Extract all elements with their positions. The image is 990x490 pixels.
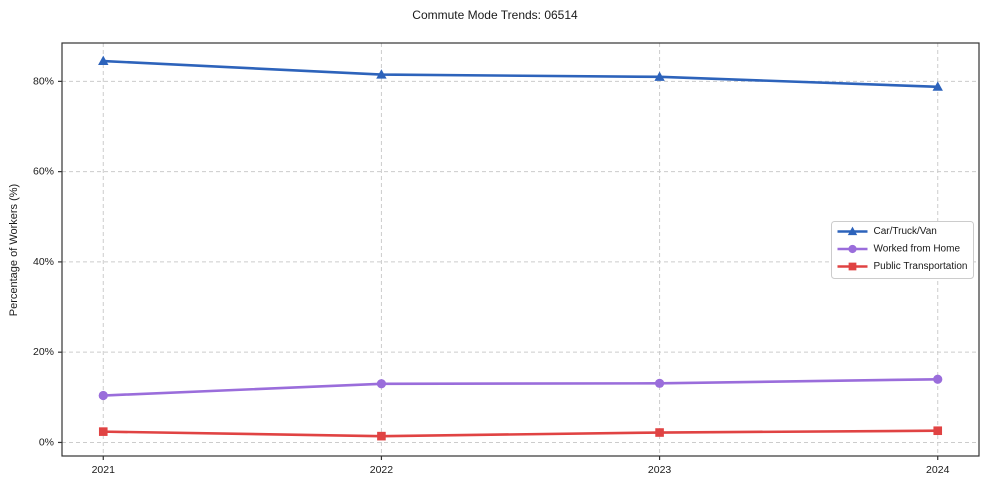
y-tick-label: 40% [33, 256, 54, 268]
x-tick-label: 2021 [92, 464, 116, 476]
legend-marker-worked-from-home [848, 244, 857, 254]
y-tick-label: 80% [33, 75, 54, 87]
x-tick-label: 2022 [370, 464, 394, 476]
marker-public-transportation [98, 427, 108, 436]
chart-title: Commute Mode Trends: 06514 [412, 8, 578, 22]
plot-frame [61, 42, 980, 457]
legend-label-public-transportation: Public Transportation [874, 261, 968, 272]
legend-box [831, 221, 974, 279]
legend-marker-car-truck-van [847, 226, 858, 236]
marker-worked-from-home [98, 390, 108, 401]
marker-public-transportation [377, 431, 386, 441]
x-tick-label: 2023 [648, 464, 672, 476]
legend-marker-public-transportation [848, 262, 857, 271]
legend-label-car-truck-van: Car/Truck/Van [874, 226, 937, 237]
marker-car-truck-van [932, 81, 943, 91]
series-line-worked-from-home [101, 377, 940, 397]
marker-car-truck-van [376, 69, 387, 79]
marker-car-truck-van [98, 55, 109, 66]
x-tick-label: 2024 [926, 464, 950, 476]
marker-worked-from-home [376, 379, 387, 389]
series-line-car-truck-van [101, 59, 940, 89]
y-tick-label: 60% [33, 166, 54, 178]
marker-public-transportation [933, 426, 943, 436]
marker-public-transportation [655, 428, 664, 437]
marker-worked-from-home [933, 374, 943, 384]
legend-label-worked-from-home: Worked from Home [874, 244, 961, 255]
marker-car-truck-van [654, 71, 665, 81]
series-line-public-transportation [101, 429, 940, 438]
y-tick-label: 0% [39, 436, 54, 448]
y-tick-label: 20% [33, 346, 54, 358]
marker-worked-from-home [654, 378, 665, 388]
